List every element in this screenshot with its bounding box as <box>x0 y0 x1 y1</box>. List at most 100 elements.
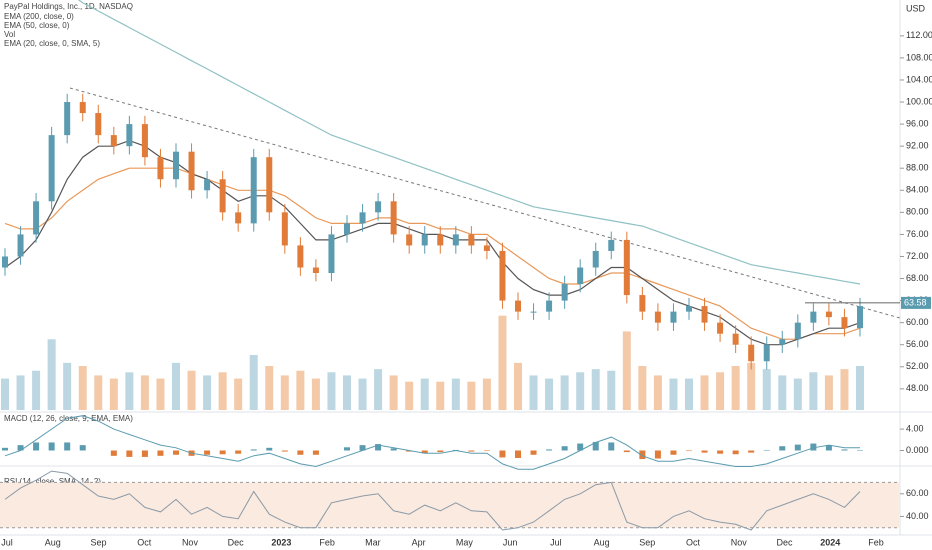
volume-bar <box>172 362 180 410</box>
candle-body <box>64 102 71 136</box>
macd-histogram-bar <box>437 450 444 453</box>
volume-bar <box>343 375 351 410</box>
macd-histogram-bar <box>779 446 786 451</box>
volume-bar <box>809 372 818 410</box>
macd-histogram-bar <box>623 450 630 453</box>
candle-body <box>701 306 708 323</box>
y-tick-label: 84.00 <box>906 185 929 195</box>
macd-histogram-bar <box>344 447 350 451</box>
candle-body <box>406 234 413 246</box>
candle-body <box>530 311 537 313</box>
volume-bar <box>358 378 367 410</box>
macd-histogram-bar <box>686 450 692 452</box>
volume-bar <box>218 372 227 410</box>
macd-histogram-bar <box>64 442 71 451</box>
candle-body <box>592 250 599 268</box>
x-tick-label: Nov <box>731 537 748 547</box>
y-tick-label: 104.00 <box>906 74 932 84</box>
volume-bar <box>591 369 600 410</box>
volume-bar <box>374 369 383 410</box>
candle-body <box>359 212 366 224</box>
volume-bar <box>203 375 212 410</box>
volume-bar <box>638 366 647 410</box>
candle-body <box>281 212 288 246</box>
candle-body <box>577 267 584 285</box>
candle-body <box>841 317 848 329</box>
volume-bar <box>187 370 196 410</box>
macd-histogram-bar <box>48 442 55 451</box>
volume-bar <box>1 378 9 410</box>
y-tick-label: 88.00 <box>906 163 929 173</box>
candle-body <box>732 333 739 345</box>
candle-body <box>390 201 397 235</box>
y-tick-label: 0.000 <box>906 445 929 455</box>
last-price-tag <box>901 296 931 309</box>
y-tick-label: 60.00 <box>906 488 929 498</box>
volume-bar <box>249 355 258 410</box>
macd-histogram-bar <box>141 450 148 457</box>
last-price-label: 63.58 <box>904 297 927 307</box>
candle-body <box>748 344 755 362</box>
candle-body <box>452 234 459 246</box>
macd-histogram-bar <box>748 450 755 453</box>
macd-histogram-bar <box>530 450 537 455</box>
candle-body <box>561 284 568 301</box>
macd-histogram-bar <box>732 450 739 455</box>
x-tick-label: Oct <box>137 537 152 547</box>
candle-body <box>670 311 677 323</box>
candle-body <box>654 311 661 323</box>
candle-body <box>779 339 786 345</box>
volume-bar <box>389 375 398 410</box>
x-tick-label: Jun <box>503 537 518 547</box>
y-tick-label: 40.00 <box>906 511 929 521</box>
volume-bar <box>234 378 243 410</box>
macd-histogram-bar <box>204 450 211 455</box>
candle-body <box>763 344 770 362</box>
x-tick-label: Feb <box>868 537 884 547</box>
candle-body <box>95 113 102 136</box>
ema-50-line <box>4 167 861 340</box>
y-tick-label: 4.00 <box>906 423 924 433</box>
candle-body <box>375 201 382 213</box>
volume-bar <box>498 315 507 410</box>
x-tick-label: 2024 <box>820 537 840 547</box>
macd-histogram-bar <box>235 450 242 454</box>
macd-histogram-bar <box>701 450 708 453</box>
macd-histogram-bar <box>375 444 382 451</box>
volume-bar <box>607 370 616 410</box>
volume-bar <box>78 366 87 410</box>
volume-bar <box>669 378 678 410</box>
macd-histogram-bar <box>421 450 428 454</box>
volume-bar <box>16 375 25 410</box>
macd-histogram-bar <box>406 450 413 452</box>
chart-title: PayPal Holdings, Inc., 1D, NASDAQ <box>4 2 133 11</box>
volume-bar <box>467 381 476 410</box>
x-tick-label: Sep <box>639 537 655 547</box>
candle-body <box>857 306 863 329</box>
indicator-label: EMA (50, close, 0) <box>4 21 70 30</box>
macd-histogram-bar <box>561 446 568 451</box>
candle-body <box>328 234 335 274</box>
volume-bar <box>47 339 56 410</box>
volume-bar <box>716 372 725 410</box>
volume-bar <box>778 375 787 410</box>
candle-body <box>794 322 801 340</box>
macd-histogram-bar <box>499 450 506 458</box>
volume-bar <box>560 375 569 410</box>
volume-bar <box>280 375 289 410</box>
candle-body <box>825 311 832 318</box>
macd-histogram-bar <box>359 445 366 451</box>
volume-bar <box>265 366 274 410</box>
y-tick-label: 80.00 <box>906 207 929 217</box>
volume-bar <box>405 381 414 410</box>
macd-histogram-bar <box>79 445 86 451</box>
macd-histogram-bar <box>857 449 863 451</box>
volume-bar <box>529 375 538 410</box>
macd-histogram-bar <box>33 442 40 451</box>
x-tick-label: Jul <box>550 537 562 547</box>
macd-histogram-bar <box>110 450 117 456</box>
volume-bar <box>327 372 336 410</box>
candle-body <box>110 135 117 147</box>
candle-body <box>297 245 304 268</box>
